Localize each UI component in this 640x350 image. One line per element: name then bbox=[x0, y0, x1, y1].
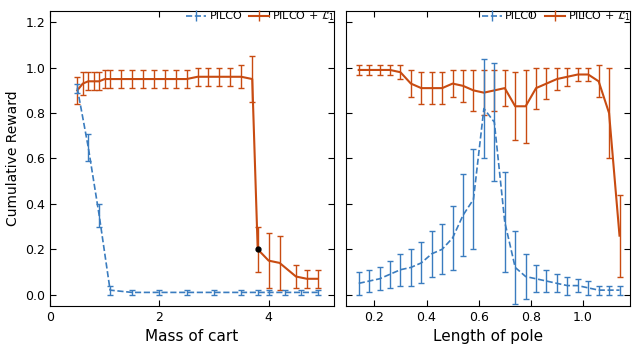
X-axis label: Mass of cart: Mass of cart bbox=[145, 329, 239, 344]
X-axis label: Length of pole: Length of pole bbox=[433, 329, 543, 344]
Legend: PILCO, PILCO + $\mathcal{L}_1$: PILCO, PILCO + $\mathcal{L}_1$ bbox=[477, 5, 636, 28]
Legend: PILCO, PILCO + $\mathcal{L}_1$: PILCO, PILCO + $\mathcal{L}_1$ bbox=[182, 5, 340, 28]
Y-axis label: Cumulative Reward: Cumulative Reward bbox=[6, 91, 20, 226]
